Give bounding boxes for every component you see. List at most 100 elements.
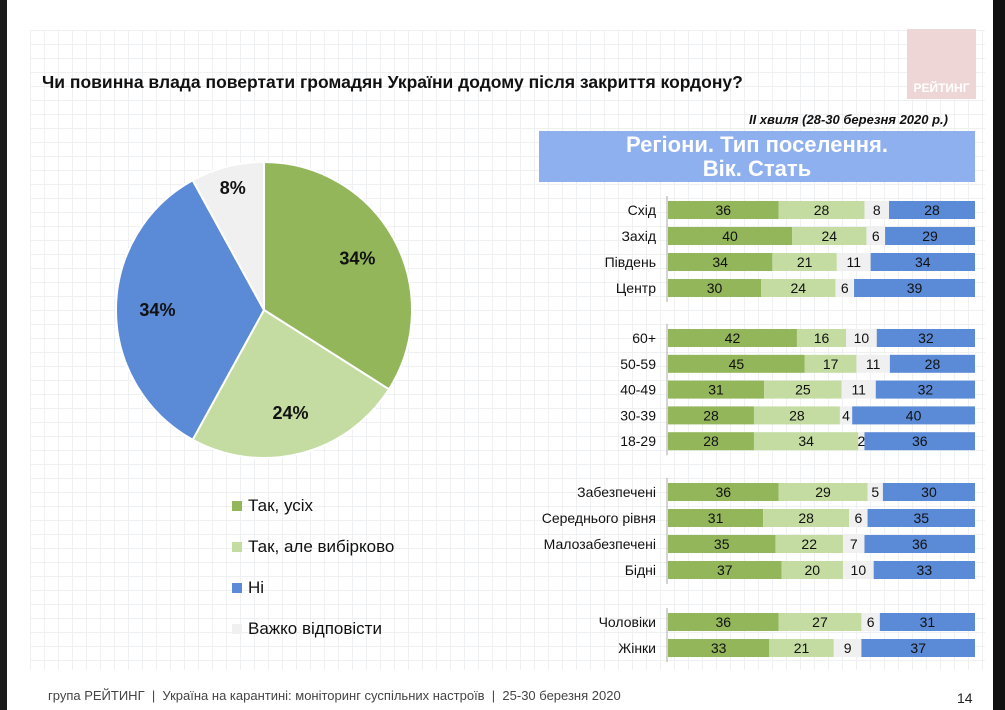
bar-segment bbox=[861, 613, 880, 631]
bar-segment bbox=[668, 561, 782, 579]
bar-segment bbox=[882, 483, 975, 501]
bar-segment bbox=[864, 201, 890, 219]
bar-value-label: 5 bbox=[871, 484, 879, 500]
bar-segment bbox=[778, 613, 862, 631]
bar-segment bbox=[835, 279, 855, 297]
bar-value-label: 28 bbox=[703, 407, 719, 423]
bar-value-label: 20 bbox=[805, 562, 821, 578]
bar-segment bbox=[668, 253, 773, 271]
bar-segment bbox=[668, 329, 797, 347]
bar-value-label: 33 bbox=[711, 640, 727, 656]
bar-value-label: 29 bbox=[815, 484, 831, 500]
bar-value-label: 30 bbox=[921, 484, 937, 500]
bar-value-label: 10 bbox=[851, 562, 867, 578]
row-label: Південь bbox=[605, 254, 656, 270]
bar-value-label: 32 bbox=[918, 382, 934, 398]
bar-value-label: 40 bbox=[906, 407, 922, 423]
row-label: 60+ bbox=[632, 330, 656, 346]
bar-value-label: 40 bbox=[722, 228, 738, 244]
bar-segment bbox=[870, 253, 975, 271]
bar-segment bbox=[889, 354, 975, 373]
banner-line-1: Регіони. Тип поселення. bbox=[626, 132, 888, 157]
left-edge bbox=[0, 0, 7, 710]
bar-segment bbox=[866, 227, 886, 245]
legend-item: Важко відповісти bbox=[232, 608, 394, 649]
bar-segment bbox=[668, 535, 776, 553]
right-edge bbox=[993, 0, 1005, 710]
bar-segment bbox=[836, 253, 871, 271]
bar-value-label: 36 bbox=[912, 536, 928, 552]
page-number: 14 bbox=[957, 690, 973, 706]
legend-label: Так, але вибірково bbox=[248, 536, 395, 556]
bar-value-label: 25 bbox=[795, 382, 811, 398]
row-label: Захід bbox=[621, 228, 656, 244]
bar-value-label: 21 bbox=[797, 254, 813, 270]
bar-segment bbox=[668, 227, 793, 245]
row-label: 50-59 bbox=[620, 356, 656, 372]
bar-segment bbox=[778, 201, 865, 219]
bar-segment bbox=[763, 509, 850, 527]
bar-segment bbox=[889, 201, 975, 219]
bar-value-label: 17 bbox=[823, 356, 839, 372]
bar-value-label: 27 bbox=[812, 614, 828, 630]
bar-value-label: 28 bbox=[703, 433, 719, 449]
bar-segment bbox=[668, 201, 779, 219]
pie-slice bbox=[191, 160, 265, 311]
bar-value-label: 4 bbox=[842, 407, 850, 423]
bar-segment bbox=[833, 639, 862, 657]
bar-segment bbox=[864, 432, 975, 451]
bar-value-label: 34 bbox=[798, 433, 814, 449]
bar-value-label: 6 bbox=[867, 614, 875, 630]
bar-value-label: 11 bbox=[851, 382, 866, 398]
bar-value-label: 34 bbox=[712, 254, 728, 270]
row-label: Бідні bbox=[625, 562, 656, 578]
bar-value-label: 35 bbox=[714, 536, 730, 552]
row-label: 40-49 bbox=[620, 382, 656, 398]
banner-line-2: Вік. Стать bbox=[702, 156, 812, 181]
bar-segment bbox=[885, 227, 975, 245]
bar-segment bbox=[842, 561, 874, 579]
bar-segment bbox=[668, 613, 779, 631]
logo-text: РЕЙТИНГ bbox=[913, 81, 970, 95]
bar-segment bbox=[804, 354, 857, 373]
bar-value-label: 9 bbox=[844, 640, 852, 656]
bar-value-label: 36 bbox=[715, 202, 731, 218]
bar-segment bbox=[668, 639, 770, 657]
bar-value-label: 21 bbox=[794, 640, 810, 656]
bar-value-label: 42 bbox=[725, 330, 741, 346]
bar-value-label: 32 bbox=[918, 330, 934, 346]
row-label: Малозабезпечені bbox=[544, 536, 656, 552]
bar-value-label: 7 bbox=[850, 536, 858, 552]
legend-label: Ні bbox=[248, 577, 265, 597]
bar-segment bbox=[867, 509, 975, 527]
bar-segment bbox=[873, 561, 975, 579]
bar-value-label: 22 bbox=[801, 536, 817, 552]
bar-segment bbox=[876, 329, 975, 347]
bar-segment bbox=[846, 329, 877, 347]
bar-value-label: 34 bbox=[915, 254, 931, 270]
bar-segment bbox=[668, 483, 779, 501]
bar-segment bbox=[753, 406, 840, 425]
pie-label: 34% bbox=[139, 300, 175, 320]
bar-segment bbox=[852, 406, 975, 425]
bar-segment bbox=[753, 432, 859, 451]
wave-subtitle: ІІ хвиля (28-30 березня 2020 р.) bbox=[748, 112, 948, 127]
pie-label: 24% bbox=[272, 403, 308, 423]
bar-segment bbox=[668, 432, 754, 451]
row-label: Забезпечені bbox=[577, 484, 656, 500]
bar-segment bbox=[875, 380, 975, 399]
slide-title: Чи повинна влада повертати громадян Укра… bbox=[42, 72, 743, 92]
bar-segment bbox=[769, 639, 834, 657]
bar-value-label: 2 bbox=[858, 433, 866, 449]
bar-segment bbox=[775, 535, 843, 553]
bar-segment bbox=[842, 535, 865, 553]
legend-label: Важко відповісти bbox=[248, 618, 382, 638]
bar-segment bbox=[849, 509, 868, 527]
bar-segment bbox=[792, 227, 867, 245]
row-label: 18-29 bbox=[620, 433, 656, 449]
legend-swatch bbox=[232, 541, 242, 552]
bar-value-label: 11 bbox=[846, 254, 861, 270]
pie-slice bbox=[115, 178, 266, 442]
bar-value-label: 37 bbox=[717, 562, 733, 578]
